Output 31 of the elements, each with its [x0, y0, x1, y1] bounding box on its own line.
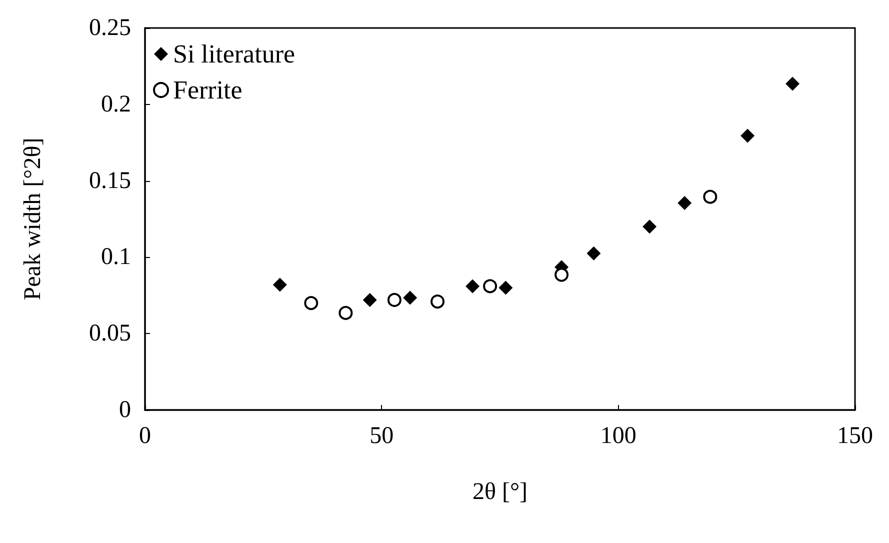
x-tick-label: 0	[139, 423, 151, 449]
x-tick-label: 100	[600, 423, 636, 449]
point	[304, 296, 318, 310]
y-tick-label: 0.1	[101, 244, 131, 270]
point	[786, 76, 800, 91]
point	[466, 279, 480, 294]
point	[387, 292, 402, 307]
y-tick-label: 0.25	[89, 15, 131, 41]
point	[554, 268, 569, 282]
x-tick-label: 50	[370, 423, 394, 449]
y-tick-label: 0.05	[89, 320, 131, 347]
x-axis-title: 2θ [°]	[472, 479, 528, 505]
point	[272, 278, 287, 292]
point	[403, 290, 418, 305]
point	[498, 280, 513, 295]
point	[430, 294, 445, 309]
y-tick-label: 0.15	[89, 168, 131, 194]
point	[338, 306, 353, 320]
point	[703, 190, 718, 204]
y-axis-title: Peak width [°2θ]	[20, 138, 46, 300]
x-tick-label: 150	[837, 423, 873, 449]
legend-label: Si literature	[173, 40, 296, 68]
point	[740, 128, 755, 143]
y-tick-label: 0.2	[101, 91, 131, 118]
point	[362, 292, 377, 307]
legend-label: Ferrite	[173, 76, 242, 104]
point	[678, 196, 692, 210]
y-tick-label: 0	[119, 397, 131, 423]
point	[586, 246, 601, 260]
point	[642, 220, 657, 234]
point	[483, 279, 498, 294]
